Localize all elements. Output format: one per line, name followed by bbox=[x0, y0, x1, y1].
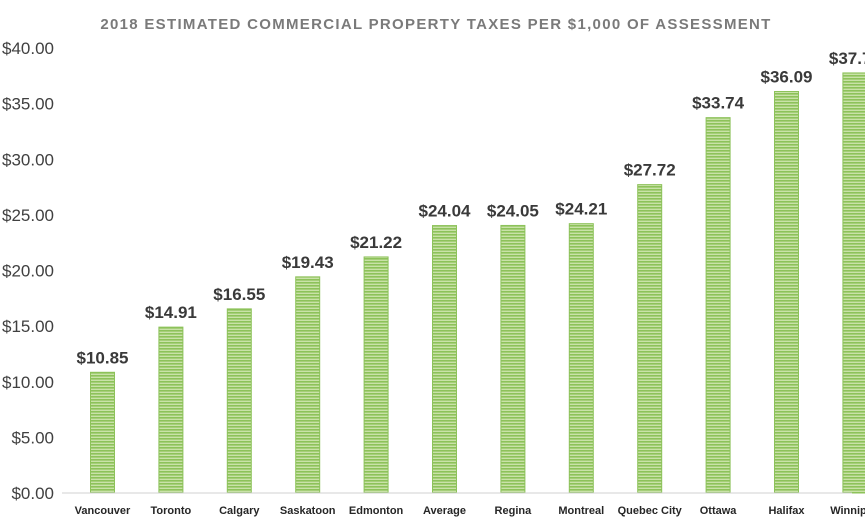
bar bbox=[91, 372, 115, 493]
chart-title: 2018 ESTIMATED COMMERCIAL PROPERTY TAXES… bbox=[100, 16, 771, 33]
data-label: $36.09 bbox=[761, 67, 813, 86]
data-label: $19.43 bbox=[282, 253, 334, 272]
bar bbox=[638, 185, 662, 493]
y-tick-label: $40.00 bbox=[2, 39, 54, 58]
bar bbox=[775, 91, 799, 493]
x-tick-label: Calgary bbox=[219, 505, 260, 517]
y-tick-label: $5.00 bbox=[11, 428, 54, 447]
x-axis: Vancouver Toronto Calgary Saskatoon Edmonton… bbox=[75, 505, 865, 517]
x-tick-label: Vancouver bbox=[75, 505, 131, 517]
bar bbox=[296, 277, 320, 493]
data-label: $14.91 bbox=[145, 303, 197, 322]
x-tick-label: Toronto bbox=[151, 505, 192, 517]
data-label: $24.21 bbox=[555, 200, 607, 219]
data-label: $37.76 bbox=[829, 49, 865, 68]
bar bbox=[433, 226, 457, 493]
x-tick-label: Halifax bbox=[768, 505, 805, 517]
bar bbox=[501, 225, 525, 493]
bar bbox=[227, 309, 251, 493]
x-tick-label: Regina bbox=[495, 505, 533, 517]
bar-series bbox=[91, 73, 865, 493]
data-label: $10.85 bbox=[77, 348, 129, 367]
x-tick-label: Average bbox=[423, 505, 466, 517]
y-tick-label: $25.00 bbox=[2, 206, 54, 225]
bar bbox=[159, 327, 183, 493]
x-tick-label: Ottawa bbox=[700, 505, 738, 517]
y-axis: $0.00 $5.00 $10.00 $15.00 $20.00 $25.00 $30.00… bbox=[2, 39, 54, 503]
bar bbox=[569, 224, 593, 493]
bar bbox=[843, 73, 865, 493]
bar bbox=[706, 118, 730, 493]
x-tick-label: Edmonton bbox=[349, 505, 404, 517]
data-label: $16.55 bbox=[213, 285, 265, 304]
data-labels: $10.85 $14.91 $16.55 $19.43 $21.22 $24.04 $24.… bbox=[77, 49, 865, 367]
data-label: $27.72 bbox=[624, 161, 676, 180]
data-label: $24.04 bbox=[419, 202, 472, 221]
bar bbox=[364, 257, 388, 493]
y-tick-label: $0.00 bbox=[11, 484, 54, 503]
data-label: $33.74 bbox=[692, 94, 745, 113]
data-label: $24.05 bbox=[487, 201, 539, 220]
y-tick-label: $20.00 bbox=[2, 262, 54, 281]
x-tick-label: Winnipeg bbox=[830, 505, 865, 517]
x-tick-label: Montreal bbox=[558, 505, 604, 517]
y-tick-label: $10.00 bbox=[2, 373, 54, 392]
y-tick-label: $15.00 bbox=[2, 317, 54, 336]
x-tick-label: Quebec City bbox=[618, 505, 683, 517]
data-label: $21.22 bbox=[350, 233, 402, 252]
y-tick-label: $30.00 bbox=[2, 150, 54, 169]
y-tick-label: $35.00 bbox=[2, 95, 54, 114]
x-tick-label: Saskatoon bbox=[280, 505, 336, 517]
